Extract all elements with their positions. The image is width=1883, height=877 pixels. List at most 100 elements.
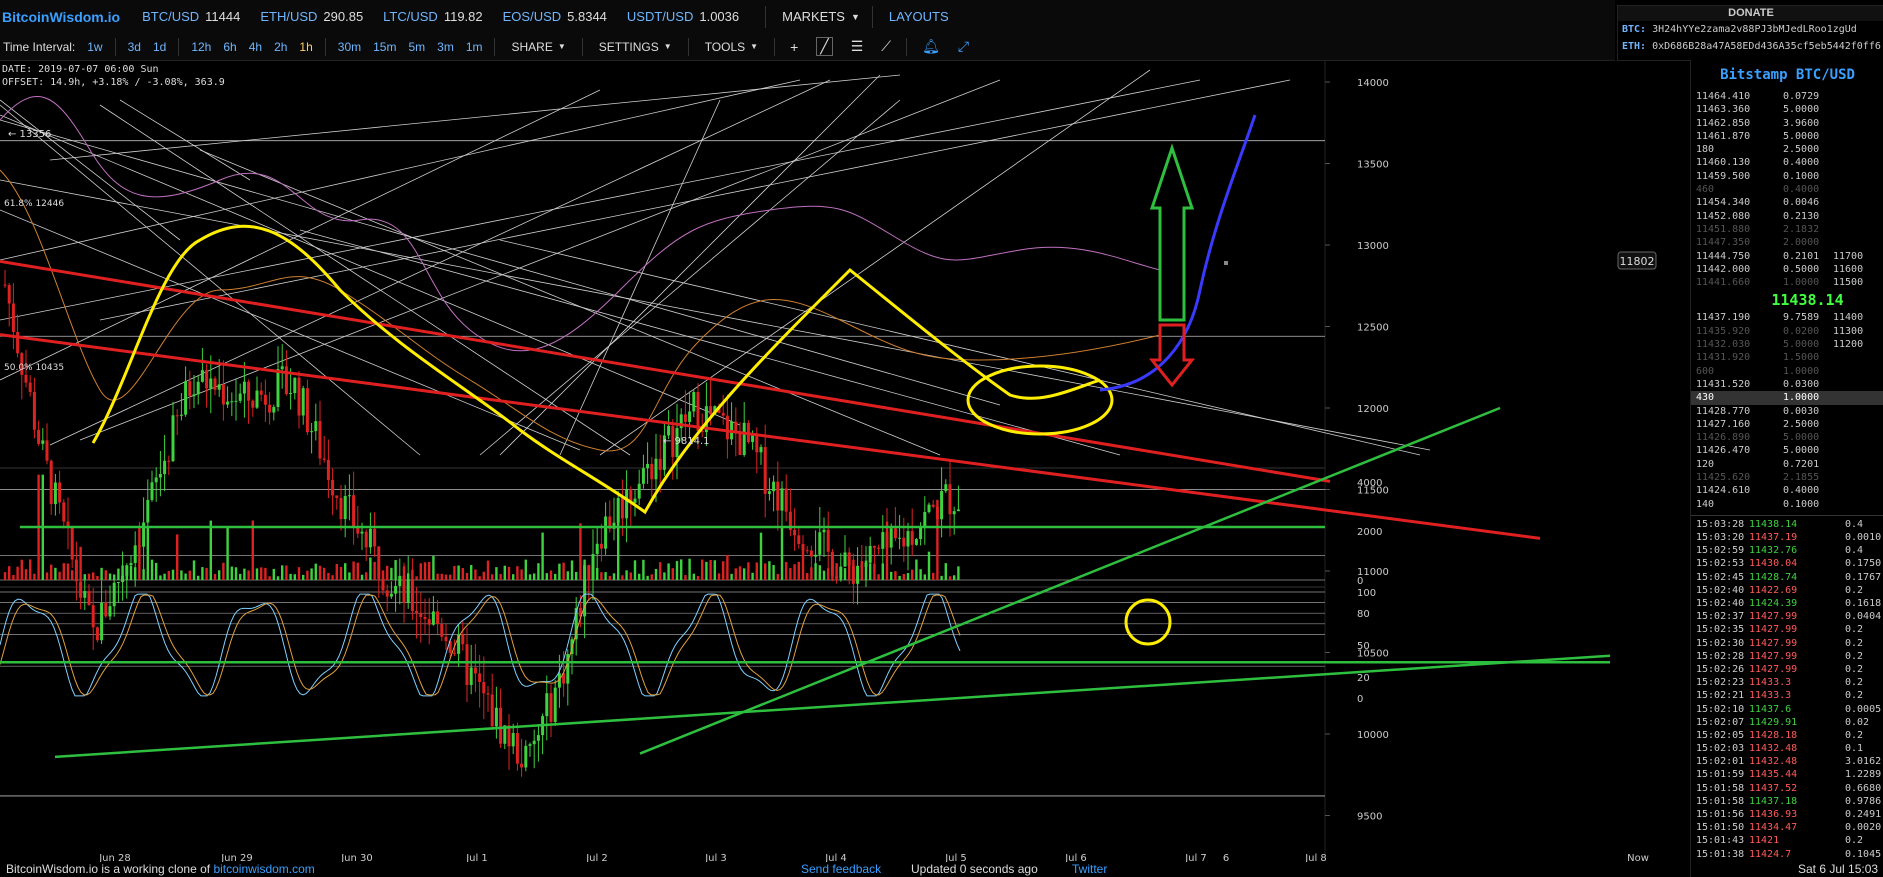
ask-row[interactable]: 11447.350 2.0000	[1691, 236, 1883, 249]
ask-row[interactable]: 11451.880 2.1832	[1691, 223, 1883, 236]
interval-3d[interactable]: 3d	[127, 39, 141, 54]
volume-bar	[419, 563, 422, 580]
interval-6h[interactable]: 6h	[223, 39, 237, 54]
bid-row[interactable]: 11437.190 9.7589 11400	[1691, 311, 1883, 324]
volume-bar	[289, 573, 292, 580]
bid-row[interactable]: 600 1.0000	[1691, 365, 1883, 378]
parabolic-projection-curve	[1099, 114, 1257, 392]
volume-bar	[188, 570, 191, 580]
bid-row[interactable]: 430 1.0000	[1691, 391, 1883, 405]
candle-body	[461, 634, 465, 645]
trade-time: 15:02:28	[1696, 650, 1745, 662]
bell-icon[interactable]: 🔔︎	[922, 38, 940, 54]
interval-5m[interactable]: 5m	[408, 39, 426, 54]
price-chart[interactable]: 14000 13500 13000 12500 12000 11500 11000 10500…	[0, 60, 1690, 862]
ticker-usdt-usd[interactable]: USDT/USD 1.0036	[627, 9, 739, 24]
ask-row[interactable]: 11459.500 0.1000	[1691, 170, 1883, 183]
bid-row[interactable]: 120 0.7201	[1691, 458, 1883, 471]
ask-row[interactable]: 11461.870 5.0000	[1691, 130, 1883, 143]
interval-1m[interactable]: 1m	[465, 39, 483, 54]
volume-bar	[226, 526, 229, 580]
volume-bar	[50, 564, 53, 580]
interval-1d[interactable]: 1d	[152, 39, 167, 54]
fib-tool-icon[interactable]: ⟋	[881, 38, 892, 54]
interval-1w[interactable]: 1w	[87, 39, 103, 54]
tools-menu[interactable]: TOOLS ▼	[705, 40, 758, 54]
btc-address[interactable]: 3H24hYYe2zama2v88PJ3bMJedLRoo1zgUd	[1652, 24, 1857, 35]
candle-body	[654, 458, 658, 480]
bid-row[interactable]: 11424.610 0.4000	[1691, 484, 1883, 497]
ask-row[interactable]: 11454.340 0.0046	[1691, 196, 1883, 209]
candle-body	[104, 602, 108, 617]
volume-bar	[121, 565, 124, 580]
interval-12h[interactable]: 12h	[191, 39, 212, 54]
order-amount: 0.0729	[1783, 91, 1820, 102]
stoch-highlight-circle	[1124, 598, 1172, 646]
trade-amount: 0.1750	[1845, 558, 1882, 570]
ask-row[interactable]: 460 0.4000	[1691, 183, 1883, 196]
hlines-icon[interactable]: ☰	[850, 38, 864, 54]
interval-30m[interactable]: 30m	[337, 39, 362, 54]
bid-row[interactable]: 11427.160 2.5000	[1691, 418, 1883, 431]
interval-2h[interactable]: 2h	[274, 39, 288, 54]
candle-body	[423, 617, 427, 620]
eth-address[interactable]: 0xD686B28a47A58EDd436A35cf5eb5442f0ff6	[1652, 41, 1881, 52]
twitter-link[interactable]: Twitter	[1072, 862, 1108, 876]
bid-row[interactable]: 11432.030 5.0000 11200	[1691, 338, 1883, 351]
ask-row[interactable]: 11441.660 1.0000 11500	[1691, 276, 1883, 289]
site-logo[interactable]: BitcoinWisdom.io	[2, 8, 121, 25]
ticker-eth-usd[interactable]: ETH/USD 290.85	[260, 9, 363, 24]
interval-3m[interactable]: 3m	[437, 39, 454, 54]
volume-bar	[369, 557, 372, 580]
clone-link[interactable]: bitcoinwisdom.com	[213, 862, 315, 876]
line-tool-icon[interactable]: ╱	[816, 37, 833, 56]
layouts-link[interactable]: LAYOUTS	[888, 9, 949, 24]
candle-body	[175, 415, 179, 417]
ticker-ltc-usd[interactable]: LTC/USD 119.82	[383, 9, 482, 24]
ask-row[interactable]: 11442.000 0.5000 11600	[1691, 263, 1883, 276]
markets-menu[interactable]: MARKETS ▼	[782, 9, 860, 24]
interval-15m[interactable]: 15m	[373, 39, 397, 54]
trade-amount: 0.2	[1845, 624, 1864, 636]
candle-body	[24, 374, 28, 383]
feedback-link[interactable]: Send feedback	[801, 862, 882, 876]
order-amount: 0.1000	[1783, 170, 1820, 182]
interval-4h[interactable]: 4h	[248, 39, 263, 54]
ask-row[interactable]: 11462.850 3.9600	[1691, 117, 1883, 130]
candle-body	[738, 433, 742, 455]
bid-row[interactable]: 11431.520 0.0300	[1691, 378, 1883, 391]
bid-row[interactable]: 11428.770 0.0030	[1691, 405, 1883, 418]
bid-row[interactable]: 11435.920 0.0200 11300	[1691, 325, 1883, 338]
ask-row[interactable]: 11460.130 0.4000	[1691, 156, 1883, 169]
volume-bar	[932, 572, 935, 580]
candle-body	[125, 565, 129, 576]
volume-bar	[579, 523, 582, 580]
bid-row[interactable]: 11426.470 5.0000	[1691, 444, 1883, 457]
divider	[774, 37, 776, 56]
volume-bar	[533, 573, 536, 580]
ask-row[interactable]: 11452.080 0.2130	[1691, 210, 1883, 223]
volume-bar	[478, 576, 481, 580]
ask-row[interactable]: 11464.410 0.0729	[1691, 90, 1883, 103]
bid-row[interactable]: 11431.920 1.5000	[1691, 351, 1883, 364]
interval-1h[interactable]: 1h	[299, 39, 313, 54]
fullscreen-icon[interactable]: ⤢	[957, 38, 970, 54]
ask-row[interactable]: 11444.750 0.2101 11700	[1691, 250, 1883, 263]
bid-row[interactable]: 11425.620 2.1855	[1691, 471, 1883, 484]
volume-bar	[726, 554, 729, 580]
settings-menu[interactable]: SETTINGS ▼	[599, 40, 672, 54]
volume-bar	[936, 499, 939, 580]
ticker-btc-usd[interactable]: BTC/USD 11444	[142, 9, 240, 24]
volume-bar	[554, 573, 557, 580]
bid-row[interactable]: 11426.890 5.0000	[1691, 431, 1883, 444]
ask-row[interactable]: 11463.360 5.0000	[1691, 103, 1883, 116]
share-menu[interactable]: SHARE ▼	[511, 40, 565, 54]
ask-row[interactable]: 180 2.5000	[1691, 143, 1883, 156]
drawn-trend-line	[499, 74, 881, 456]
ticker-eos-usd[interactable]: EOS/USD 5.8344	[503, 9, 607, 24]
crosshair-icon[interactable]: +	[790, 38, 799, 55]
candle-body	[7, 285, 11, 304]
candle-body	[637, 483, 641, 499]
bid-row[interactable]: 140 0.1000	[1691, 498, 1883, 511]
trade-amount: 0.2	[1845, 584, 1864, 596]
